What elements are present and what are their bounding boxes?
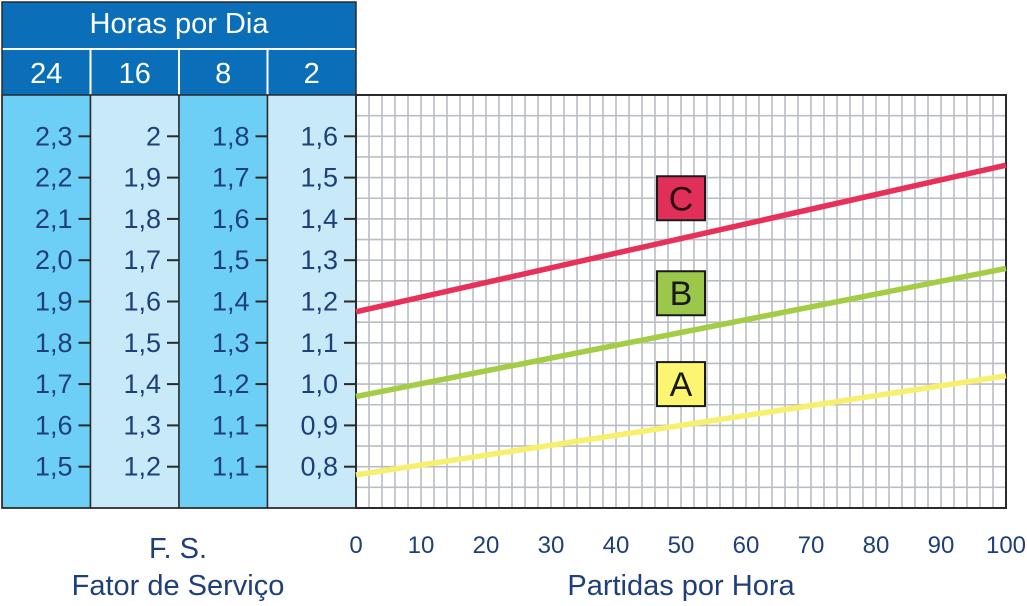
x-tick-label: 60 bbox=[733, 532, 760, 559]
x-tick-label: 0 bbox=[349, 532, 362, 559]
service-factor-value: 1,2 bbox=[212, 369, 250, 399]
column-header-24: 24 bbox=[30, 58, 62, 90]
x-axis: 0 10 20 30 40 50 60 70 80 90 100 bbox=[349, 532, 1026, 559]
x-tick-label: 70 bbox=[798, 532, 825, 559]
service-factor-value: 1,8 bbox=[123, 204, 161, 234]
x-tick-label: 30 bbox=[538, 532, 565, 559]
service-factor-value: 1,6 bbox=[300, 121, 338, 151]
service-factor-value: 1,5 bbox=[35, 452, 73, 482]
service-factor-value: 1,5 bbox=[212, 245, 250, 275]
service-factor-value: 1,9 bbox=[123, 163, 161, 193]
series-label-box-c bbox=[656, 175, 706, 222]
series-lines bbox=[355, 162, 1007, 478]
caption-fs: F. S. bbox=[149, 533, 207, 565]
service-factor-value: 1,1 bbox=[300, 328, 338, 358]
service-factor-value: 0,9 bbox=[300, 410, 338, 440]
service-factor-value: 1,2 bbox=[123, 452, 161, 482]
service-factor-value: 1,8 bbox=[212, 121, 250, 151]
x-tick-label: 40 bbox=[603, 532, 630, 559]
service-factor-value: 1,3 bbox=[212, 328, 250, 358]
service-factor-value: 1,2 bbox=[300, 287, 338, 317]
caption-fator-de-servico: Fator de Serviço bbox=[72, 570, 285, 602]
series-labels: A B C bbox=[656, 175, 706, 408]
x-tick-label: 20 bbox=[473, 532, 500, 559]
service-factor-value: 1,7 bbox=[35, 369, 73, 399]
service-factor-value: 0,8 bbox=[300, 452, 338, 482]
column-header-8: 8 bbox=[215, 58, 231, 90]
service-factor-value: 1,3 bbox=[300, 245, 338, 275]
x-tick-label: 90 bbox=[928, 532, 955, 559]
service-factor-value: 1,3 bbox=[123, 410, 161, 440]
column-header-16: 16 bbox=[119, 58, 151, 90]
column-8-background bbox=[178, 94, 269, 509]
service-factor-value: 1,4 bbox=[123, 369, 161, 399]
x-tick-label: 100 bbox=[986, 532, 1026, 559]
service-factor-value: 2,1 bbox=[35, 204, 73, 234]
service-factor-value: 1,5 bbox=[123, 328, 161, 358]
service-factor-value: 1,1 bbox=[212, 410, 250, 440]
service-factor-value: 1,8 bbox=[35, 328, 73, 358]
series-label-box-a bbox=[656, 361, 706, 408]
column-16-background bbox=[89, 94, 180, 509]
series-label-box-b bbox=[656, 270, 706, 317]
x-tick-label: 80 bbox=[863, 532, 890, 559]
series-line-b bbox=[355, 265, 1007, 400]
x-tick-label: 10 bbox=[408, 532, 435, 559]
service-factor-value: 1,9 bbox=[35, 287, 73, 317]
service-factor-value: 2,3 bbox=[35, 121, 73, 151]
service-factor-value: 2,2 bbox=[35, 163, 73, 193]
series-label-a: A bbox=[670, 366, 693, 404]
service-factor-value: 1,0 bbox=[300, 369, 338, 399]
table-header: Horas por Dia 24 16 8 2 bbox=[2, 2, 356, 95]
column-header-2: 2 bbox=[304, 58, 320, 90]
series-label-c: C bbox=[669, 180, 694, 218]
service-factor-value: 1,5 bbox=[300, 163, 338, 193]
service-factor-value: 1,7 bbox=[123, 245, 161, 275]
service-factor-value: 1,4 bbox=[300, 204, 338, 234]
service-factor-value: 1,6 bbox=[35, 410, 73, 440]
series-label-b: B bbox=[670, 275, 693, 313]
service-factor-value: 1,1 bbox=[212, 452, 250, 482]
captions: F. S. Fator de Serviço Partidas por Hora bbox=[72, 533, 796, 602]
service-factor-value: 1,7 bbox=[212, 163, 250, 193]
series-line-c bbox=[355, 162, 1007, 315]
service-factor-value: 2,0 bbox=[35, 245, 73, 275]
x-axis-title: Partidas por Hora bbox=[567, 570, 795, 602]
service-factor-value: 1,6 bbox=[123, 287, 161, 317]
column-2-background bbox=[266, 94, 357, 509]
service-factor-value: 1,4 bbox=[212, 287, 250, 317]
x-tick-label: 50 bbox=[668, 532, 695, 559]
table-title: Horas por Dia bbox=[90, 8, 270, 40]
service-factor-columns: 2,3 2,2 2,1 2,0 1,9 1,8 1,7 1,6 1,5 2 1,9 1,8 1,7 1,6… bbox=[1, 1, 357, 509]
plot-frame bbox=[355, 94, 1007, 509]
service-factor-value: 2 bbox=[146, 121, 161, 151]
service-factor-value: 1,6 bbox=[212, 204, 250, 234]
series-line-a bbox=[355, 373, 1007, 478]
